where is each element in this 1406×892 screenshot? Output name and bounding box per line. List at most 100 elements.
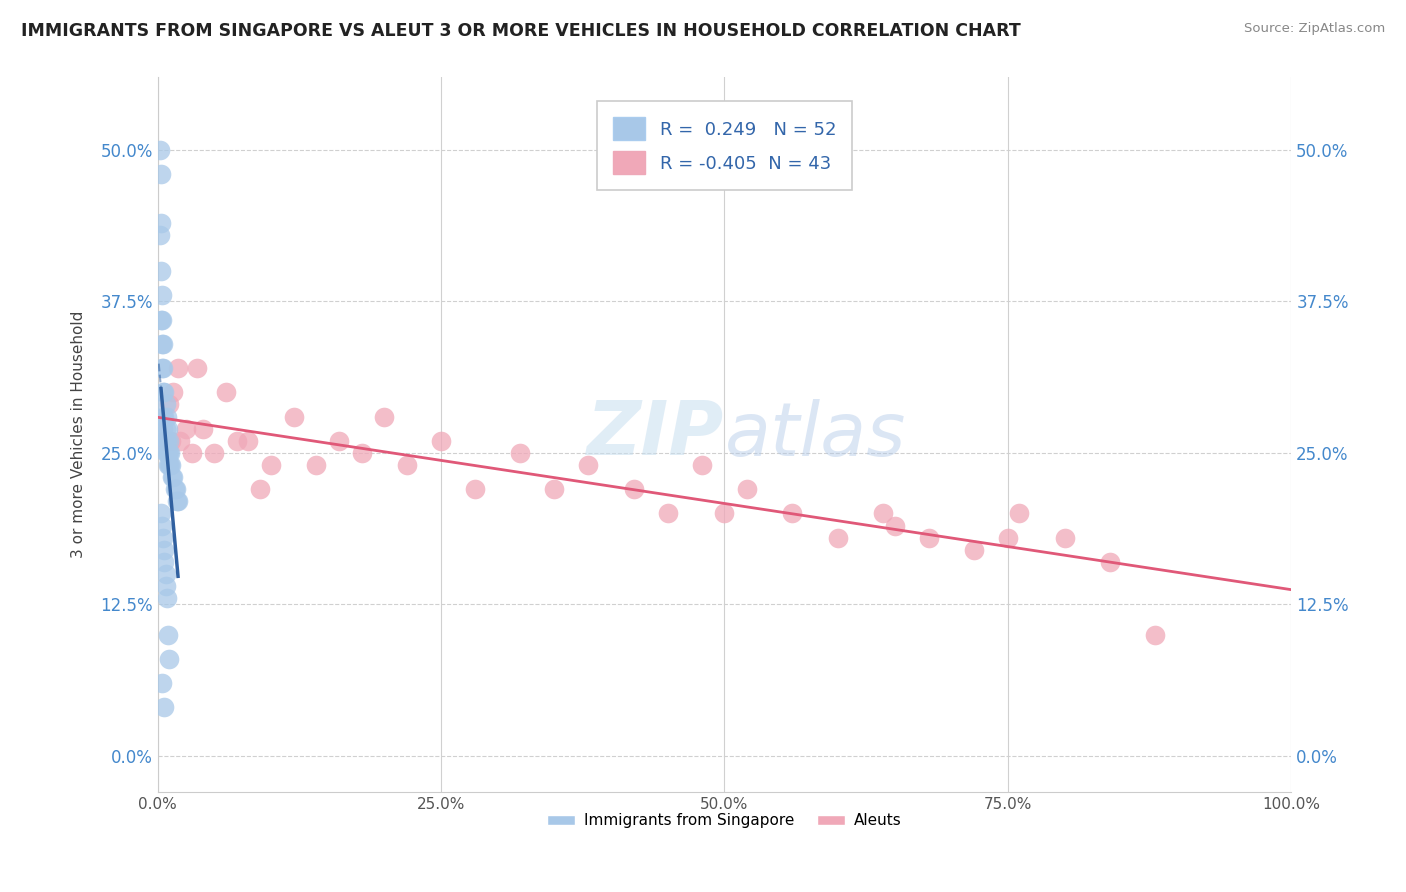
Point	[191, 422, 214, 436]
Point	[150, 507, 173, 521]
Point	[165, 482, 187, 496]
Point	[150, 216, 173, 230]
Point	[690, 458, 713, 472]
Point	[157, 446, 180, 460]
Point	[1144, 627, 1167, 641]
Point	[214, 385, 236, 400]
Point	[156, 409, 179, 424]
Point	[202, 446, 225, 460]
Point	[160, 434, 183, 448]
Point	[167, 494, 190, 508]
Point	[238, 434, 260, 448]
Point	[917, 531, 939, 545]
Text: ZIP: ZIP	[588, 398, 724, 471]
Point	[1008, 507, 1031, 521]
Point	[159, 458, 181, 472]
Point	[157, 652, 180, 666]
Point	[152, 531, 174, 545]
Point	[153, 385, 176, 400]
Point	[328, 434, 350, 448]
Point	[155, 434, 177, 448]
Point	[430, 434, 453, 448]
Point	[150, 288, 173, 302]
Point	[1098, 555, 1121, 569]
Point	[152, 385, 174, 400]
Point	[157, 458, 180, 472]
Text: atlas: atlas	[724, 399, 905, 471]
Point	[149, 143, 172, 157]
Point	[153, 542, 176, 557]
Legend: Immigrants from Singapore, Aleuts: Immigrants from Singapore, Aleuts	[541, 807, 908, 834]
Point	[153, 434, 176, 448]
Point	[155, 422, 177, 436]
Point	[150, 676, 173, 690]
Point	[350, 446, 373, 460]
Point	[169, 434, 191, 448]
Point	[782, 507, 804, 521]
Point	[152, 361, 174, 376]
Point	[156, 422, 179, 436]
Point	[150, 264, 173, 278]
Point	[152, 409, 174, 424]
Point	[155, 397, 177, 411]
Point	[543, 482, 565, 496]
Point	[153, 700, 176, 714]
Point	[162, 470, 184, 484]
Point	[226, 434, 249, 448]
Point	[963, 542, 986, 557]
Point	[283, 409, 305, 424]
Point	[657, 507, 679, 521]
Point	[153, 555, 176, 569]
Point	[186, 361, 208, 376]
Point	[156, 627, 179, 641]
Point	[155, 446, 177, 460]
Point	[150, 167, 173, 181]
Point	[150, 337, 173, 351]
Point	[827, 531, 849, 545]
Point	[260, 458, 283, 472]
Point	[156, 446, 179, 460]
Point	[160, 458, 183, 472]
Point	[150, 518, 173, 533]
Point	[159, 446, 181, 460]
Point	[395, 458, 418, 472]
Point	[155, 566, 177, 581]
Point	[153, 434, 176, 448]
Point	[735, 482, 758, 496]
Point	[162, 470, 184, 484]
Text: Source: ZipAtlas.com: Source: ZipAtlas.com	[1244, 22, 1385, 36]
Point	[162, 385, 184, 400]
Point	[872, 507, 894, 521]
Point	[373, 409, 395, 424]
Point	[157, 397, 180, 411]
Point	[153, 409, 176, 424]
Point	[149, 227, 172, 242]
Point	[464, 482, 486, 496]
Point	[150, 312, 173, 326]
Point	[163, 482, 186, 496]
Point	[166, 494, 188, 508]
Point	[150, 312, 173, 326]
Y-axis label: 3 or more Vehicles in Household: 3 or more Vehicles in Household	[72, 311, 86, 558]
Point	[155, 579, 177, 593]
Point	[997, 531, 1019, 545]
Point	[1053, 531, 1076, 545]
Point	[249, 482, 271, 496]
Point	[157, 434, 180, 448]
Point	[174, 422, 197, 436]
Point	[156, 591, 179, 606]
Point	[578, 458, 600, 472]
Point	[156, 434, 179, 448]
Point	[150, 361, 173, 376]
Point	[156, 446, 179, 460]
Point	[623, 482, 645, 496]
Point	[883, 518, 905, 533]
Point	[152, 422, 174, 436]
Text: IMMIGRANTS FROM SINGAPORE VS ALEUT 3 OR MORE VEHICLES IN HOUSEHOLD CORRELATION C: IMMIGRANTS FROM SINGAPORE VS ALEUT 3 OR …	[21, 22, 1021, 40]
Point	[180, 446, 202, 460]
Point	[305, 458, 328, 472]
Point	[152, 337, 174, 351]
Point	[167, 361, 190, 376]
Point	[156, 458, 179, 472]
Point	[509, 446, 531, 460]
